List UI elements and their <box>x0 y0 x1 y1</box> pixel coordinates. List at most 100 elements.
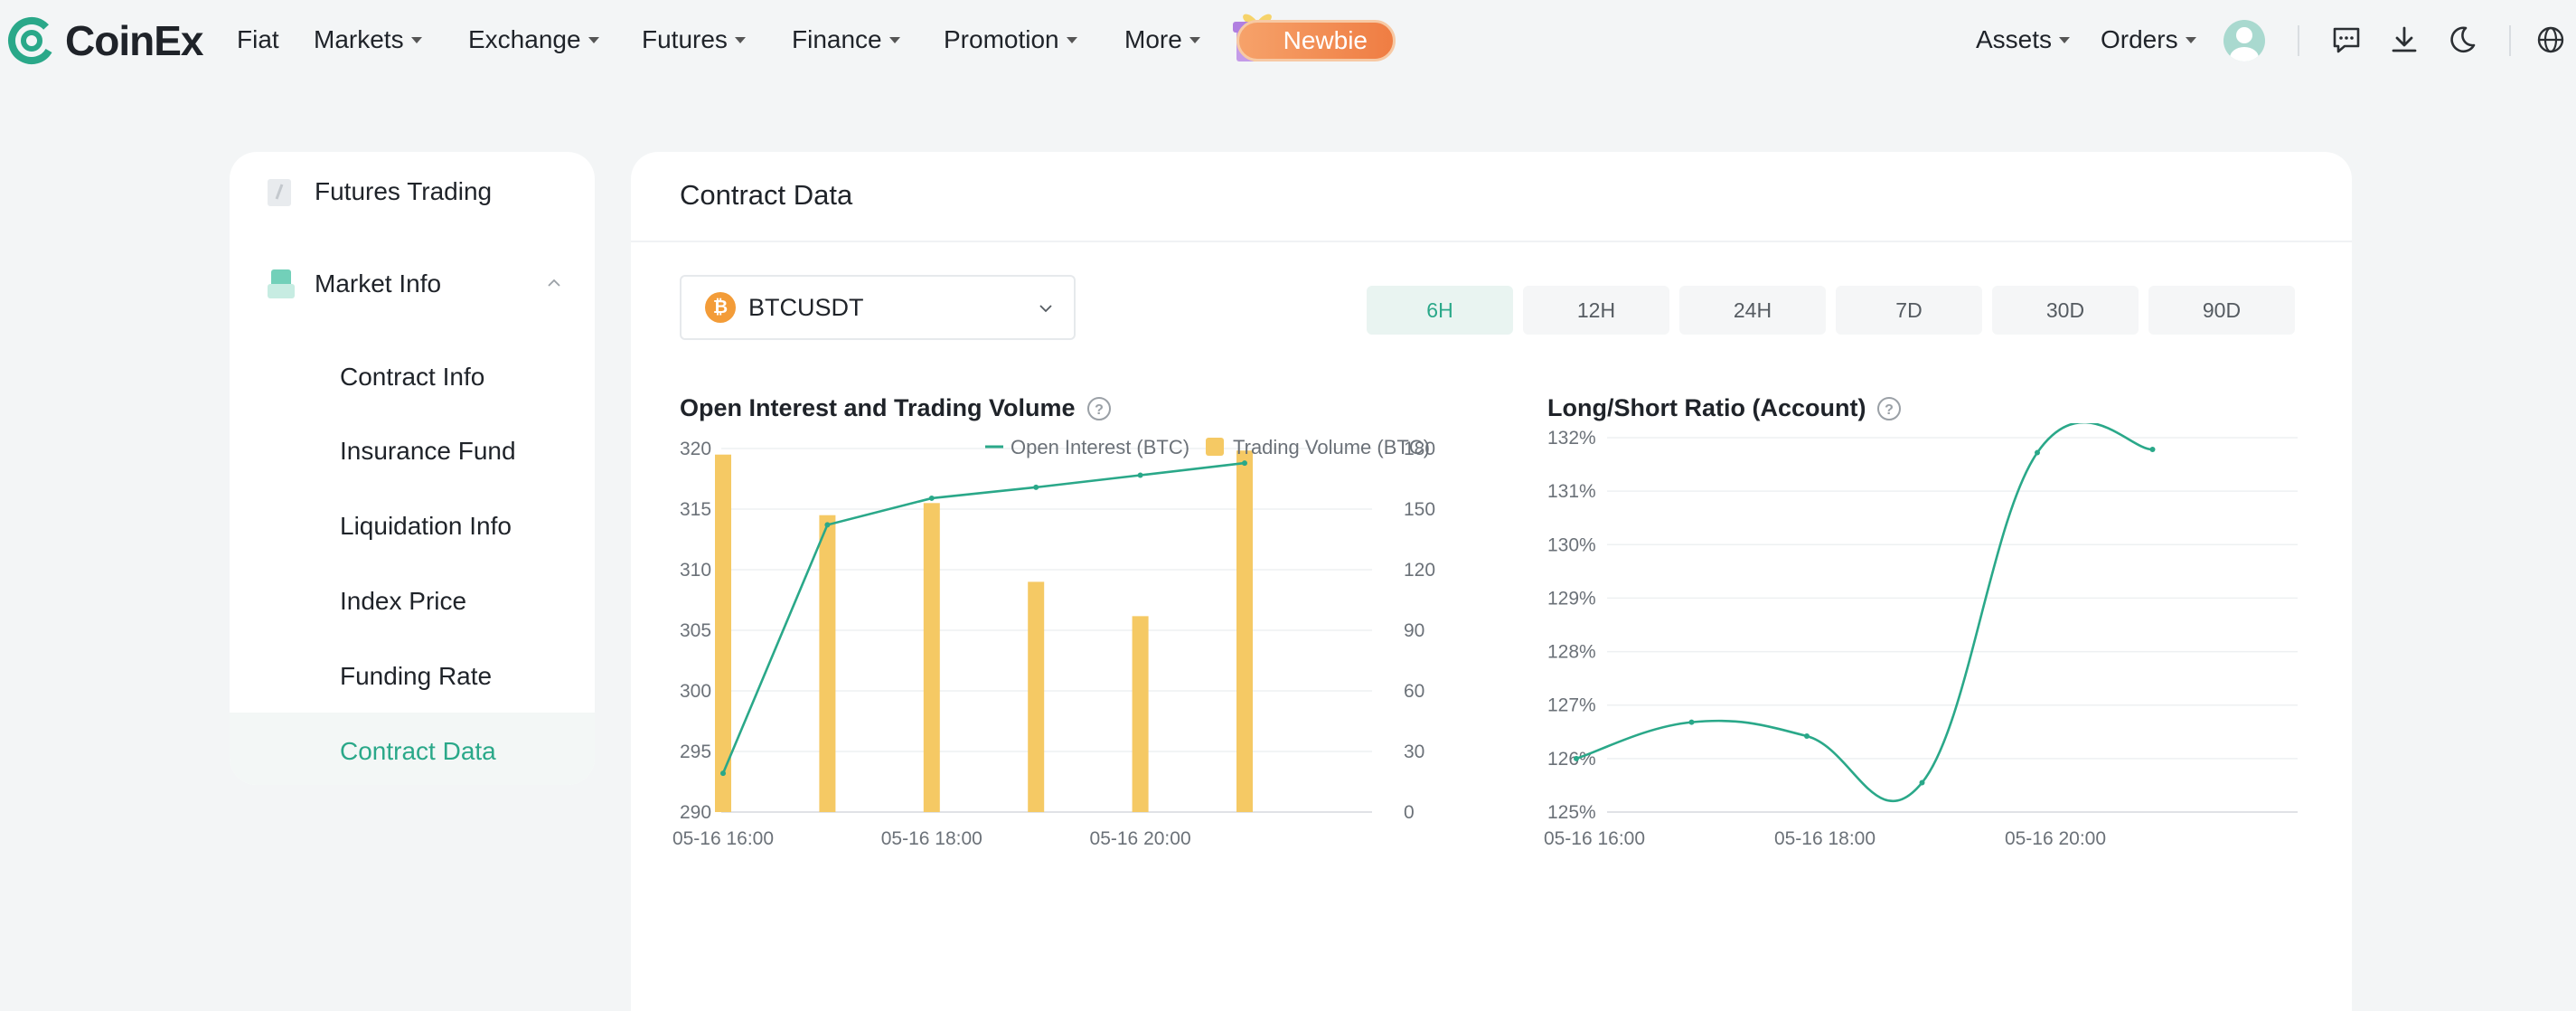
volume-bar <box>1132 616 1149 812</box>
nav-item-fiat[interactable]: Fiat <box>237 25 279 54</box>
nav-item-label: Futures <box>642 25 728 53</box>
brand-name: CoinEx <box>65 17 203 64</box>
long-short-ratio-point <box>1688 719 1695 725</box>
market-info-icon <box>268 269 295 298</box>
nav-item-label: Finance <box>792 25 882 53</box>
timeframe-button-24h[interactable]: 24H <box>1679 286 1826 335</box>
y-right-tick-label: 120 <box>1404 560 1435 581</box>
svg-text:?: ? <box>1095 402 1104 418</box>
timeframe-button-7d[interactable]: 7D <box>1836 286 1982 335</box>
sidebar-item-insurance-fund[interactable]: Insurance Fund <box>340 437 516 465</box>
sidebar-item-contract-data[interactable]: Contract Data <box>340 737 496 765</box>
top-nav: CoinEx Fiat Markets Exchange Futures Finance… <box>0 0 2576 83</box>
coinex-logo[interactable]: CoinEx <box>7 16 203 65</box>
nav-item-more[interactable]: More <box>1124 25 1200 54</box>
y-left-tick-label: 305 <box>680 620 711 641</box>
timeframe-button-30d[interactable]: 30D <box>1992 286 2139 335</box>
legend-label: Open Interest (BTC) <box>1011 436 1189 458</box>
open-interest-point <box>928 495 935 501</box>
open-interest-point <box>824 522 831 528</box>
chevron-down-icon <box>2059 36 2071 43</box>
sidebar-item-liquidation-info[interactable]: Liquidation Info <box>340 512 512 540</box>
sidebar-item-label: Futures Trading <box>315 177 493 205</box>
sidebar-item-market-info[interactable]: Market Info <box>264 266 441 302</box>
x-tick-label: 05-16 20:00 <box>1090 828 1191 849</box>
open-interest-point <box>720 770 726 777</box>
volume-bar <box>715 454 731 812</box>
y-right-tick-label: 30 <box>1404 742 1424 762</box>
svg-text:?: ? <box>1885 402 1894 418</box>
y-right-tick-label: 150 <box>1404 499 1435 520</box>
y-right-tick-label: 90 <box>1404 620 1424 641</box>
y-tick-label: 132% <box>1547 428 1596 449</box>
nav-item-markets[interactable]: Markets <box>314 25 422 54</box>
chevron-down-icon <box>1039 305 1052 313</box>
chevron-down-icon <box>410 36 422 43</box>
open-interest-volume-chart: 290 295 300 305 310 315 320 0 30 60 90 120 150 180 05-… <box>672 436 1435 849</box>
timeframe-button-6h[interactable]: 6H <box>1367 286 1513 335</box>
chevron-down-icon <box>888 36 900 43</box>
legend-label: Trading Volume (BTC) <box>1233 436 1430 458</box>
sidebar-item-funding-rate[interactable]: Funding Rate <box>340 662 493 690</box>
volume-bar <box>923 503 940 812</box>
help-icon[interactable]: ? <box>1086 396 1112 421</box>
x-tick-label: 05-16 20:00 <box>2005 828 2106 849</box>
chevron-down-icon <box>734 36 746 43</box>
assets-menu[interactable]: Assets <box>1976 25 2071 54</box>
assets-label: Assets <box>1976 25 2053 53</box>
nav-item-label: Promotion <box>944 25 1059 53</box>
nav-item-exchange[interactable]: Exchange <box>468 25 599 54</box>
active-item-highlight <box>230 713 595 785</box>
volume-bar <box>819 515 836 812</box>
avatar[interactable] <box>2223 20 2265 61</box>
orders-menu[interactable]: Orders <box>2101 25 2196 54</box>
long-short-ratio-point <box>2035 449 2040 456</box>
sidebar-item-futures-trading[interactable]: Futures Trading <box>264 175 492 208</box>
sidebar-item-index-price[interactable]: Index Price <box>340 587 467 615</box>
nav-item-futures[interactable]: Futures <box>642 25 746 54</box>
y-tick-label: 127% <box>1547 695 1596 716</box>
bitcoin-icon: ₿ <box>705 292 736 323</box>
moon-icon[interactable] <box>2446 24 2478 56</box>
y-left-tick-label: 295 <box>680 742 711 762</box>
nav-item-finance[interactable]: Finance <box>792 25 900 54</box>
x-tick-label: 05-16 18:00 <box>1774 828 1876 849</box>
newbie-button[interactable]: Newbie <box>1236 20 1396 61</box>
chat-icon[interactable] <box>2330 24 2363 56</box>
y-tick-label: 131% <box>1547 481 1596 502</box>
download-icon[interactable] <box>2388 24 2421 56</box>
y-right-tick-label: 0 <box>1404 802 1415 823</box>
open-interest-point <box>1033 484 1039 490</box>
chart-title-long-short: Long/Short Ratio (Account) ? <box>1547 394 1902 422</box>
divider <box>631 241 2352 242</box>
open-interest-point <box>1137 472 1143 478</box>
nav-item-label: More <box>1124 25 1182 53</box>
chart-title-label: Long/Short Ratio (Account) <box>1547 394 1866 421</box>
open-interest-line <box>721 461 1246 774</box>
nav-item-label: Markets <box>314 25 404 53</box>
long-short-ratio-point <box>1919 780 1925 786</box>
chevron-down-icon <box>588 36 599 43</box>
globe-icon[interactable] <box>2534 24 2567 56</box>
y-left-tick-label: 310 <box>680 560 711 581</box>
volume-bar <box>1236 450 1253 812</box>
timeframe-button-12h[interactable]: 12H <box>1523 286 1669 335</box>
chart-title-open-interest: Open Interest and Trading Volume ? <box>680 394 1112 422</box>
symbol-value: BTCUSDT <box>748 293 864 321</box>
symbol-select[interactable]: ₿ BTCUSDT <box>680 275 1076 340</box>
page-title: Contract Data <box>680 179 853 211</box>
coinex-logo-icon <box>7 16 55 64</box>
nav-item-label: Fiat <box>237 25 279 53</box>
long-short-ratio-chart: 125% 126% 127% 128% 129% 130% 131% 132% 05-16 16… <box>1544 423 2298 849</box>
long-short-ratio-point <box>1804 733 1810 740</box>
timeframe-button-90d[interactable]: 90D <box>2148 286 2295 335</box>
divider <box>2509 25 2511 56</box>
long-short-ratio-point <box>2149 447 2156 453</box>
sidebar-item-contract-info[interactable]: Contract Info <box>340 363 485 391</box>
y-left-tick-label: 315 <box>680 499 711 520</box>
nav-item-promotion[interactable]: Promotion <box>944 25 1077 54</box>
long-short-ratio-point <box>1574 755 1579 761</box>
contract-data-panel: Contract Data ₿ BTCUSDT 6H 12H 24H 7D 30D 90D… <box>631 152 2352 1011</box>
help-icon[interactable]: ? <box>1876 396 1902 421</box>
chevron-up-icon[interactable] <box>546 275 562 291</box>
